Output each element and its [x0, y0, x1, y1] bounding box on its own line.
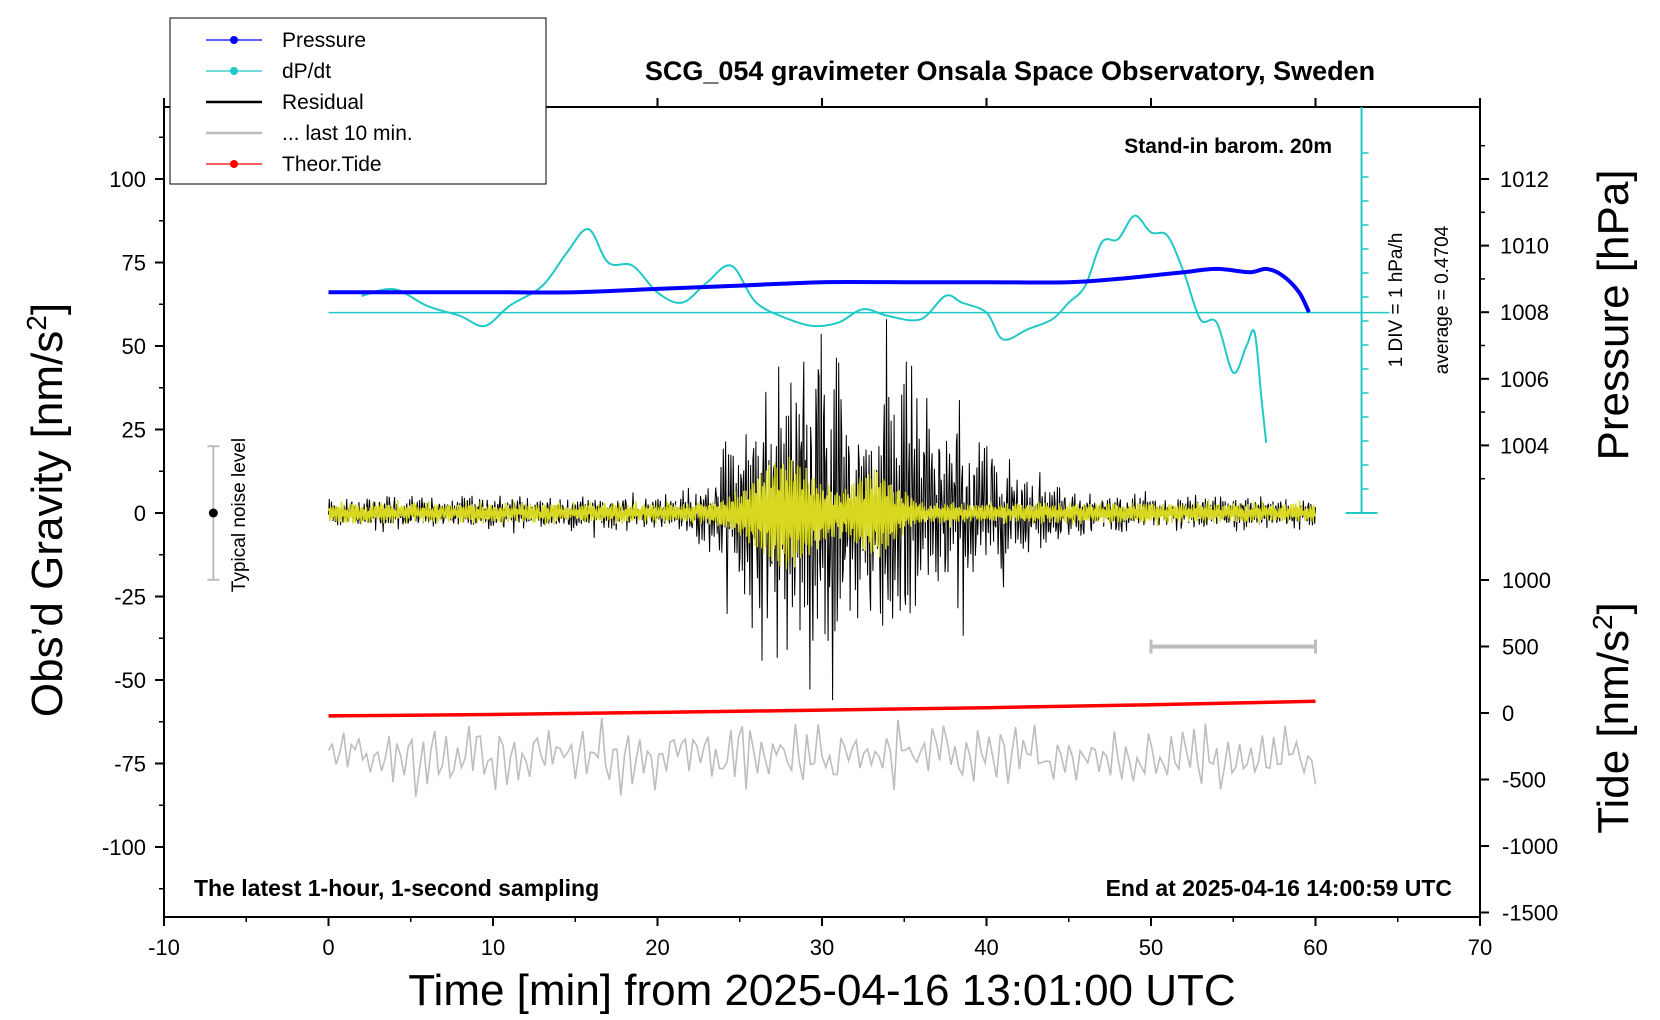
- last-10-min-series: [327, 717, 1317, 797]
- legend-marker: [230, 36, 238, 44]
- tide-tick-label: 0: [1502, 701, 1514, 726]
- x-tick-label: 0: [322, 935, 334, 960]
- tide-tick-label: 1000: [1502, 568, 1551, 593]
- x-tick-label: 60: [1303, 935, 1327, 960]
- y-axis-right-bottom-label: Tide [nm/s2]: [1587, 602, 1638, 834]
- legend-marker: [230, 67, 238, 75]
- y-tick-label: -25: [114, 585, 146, 610]
- legend-label: ... last 10 min.: [282, 122, 413, 145]
- x-tick-label: 10: [481, 935, 505, 960]
- y-tick-label: 75: [122, 251, 146, 276]
- tide-series: [328, 699, 1316, 718]
- bottom-right-annotation: End at 2025-04-16 14:00:59 UTC: [1106, 875, 1452, 901]
- legend-label: dP/dt: [282, 60, 331, 83]
- tide-tick-label: -1500: [1502, 901, 1558, 926]
- y-tick-label: 100: [109, 167, 146, 192]
- x-tick-label: 40: [974, 935, 998, 960]
- legend-label: Theor.Tide: [282, 153, 382, 176]
- pressure-tick-label: 1006: [1500, 367, 1549, 392]
- legend-marker: [230, 160, 238, 168]
- series-layer: [207, 107, 1390, 797]
- x-tick-label: 20: [645, 935, 669, 960]
- legend: Pressure dP/dt Residual ... last 10 min. The…: [169, 17, 547, 185]
- y-tick-label: 50: [122, 334, 146, 359]
- tide-tick-label: 500: [1502, 635, 1539, 660]
- pressure-tick-label: 1008: [1500, 300, 1549, 325]
- y-tick-label: -100: [102, 835, 146, 860]
- y-axis-left-label: Obs’d Gravity [nm/s2]: [21, 303, 72, 717]
- y-tick-label: 0: [134, 501, 146, 526]
- legend-label: Pressure: [282, 29, 366, 52]
- stand-in-annotation: Stand-in barom. 20m: [1124, 135, 1332, 158]
- chart-title: SCG_054 gravimeter Onsala Space Observat…: [645, 56, 1375, 86]
- tide-tick-label: -500: [1502, 768, 1546, 793]
- pressure-tick-label: 1004: [1500, 433, 1549, 458]
- pressure-series: [328, 266, 1311, 314]
- y-tick-label: -75: [114, 752, 146, 777]
- y-axis-right-top-label: Pressure [hPa]: [1589, 169, 1638, 460]
- x-axis-label: Time [min] from 2025-04-16 13:01:00 UTC: [408, 966, 1235, 1015]
- noise-level-dot: [208, 508, 218, 518]
- average-label: average = 0.4704: [1432, 225, 1453, 374]
- x-tick-label: 50: [1139, 935, 1163, 960]
- tide-tick-label: -1000: [1502, 834, 1558, 859]
- x-tick-label: 30: [810, 935, 834, 960]
- dpdt-series: [361, 214, 1268, 444]
- div-label: 1 DIV = 1 hPa/h: [1386, 233, 1407, 368]
- filtered-series: [327, 456, 1317, 570]
- x-tick-label: 70: [1468, 935, 1492, 960]
- legend-label: Residual: [282, 91, 364, 114]
- pressure-tick-label: 1010: [1500, 234, 1549, 259]
- axis-ticks: -10 0 10 20 30 40 50 60 701007550250-25-50-75-10…: [102, 98, 1558, 960]
- y-tick-label: -50: [114, 668, 146, 693]
- noise-level-label: Typical noise level: [229, 438, 250, 592]
- bottom-left-annotation: The latest 1-hour, 1-second sampling: [194, 875, 599, 901]
- x-tick-label: -10: [148, 935, 180, 960]
- y-tick-label: 25: [122, 418, 146, 443]
- pressure-tick-label: 1012: [1500, 167, 1549, 192]
